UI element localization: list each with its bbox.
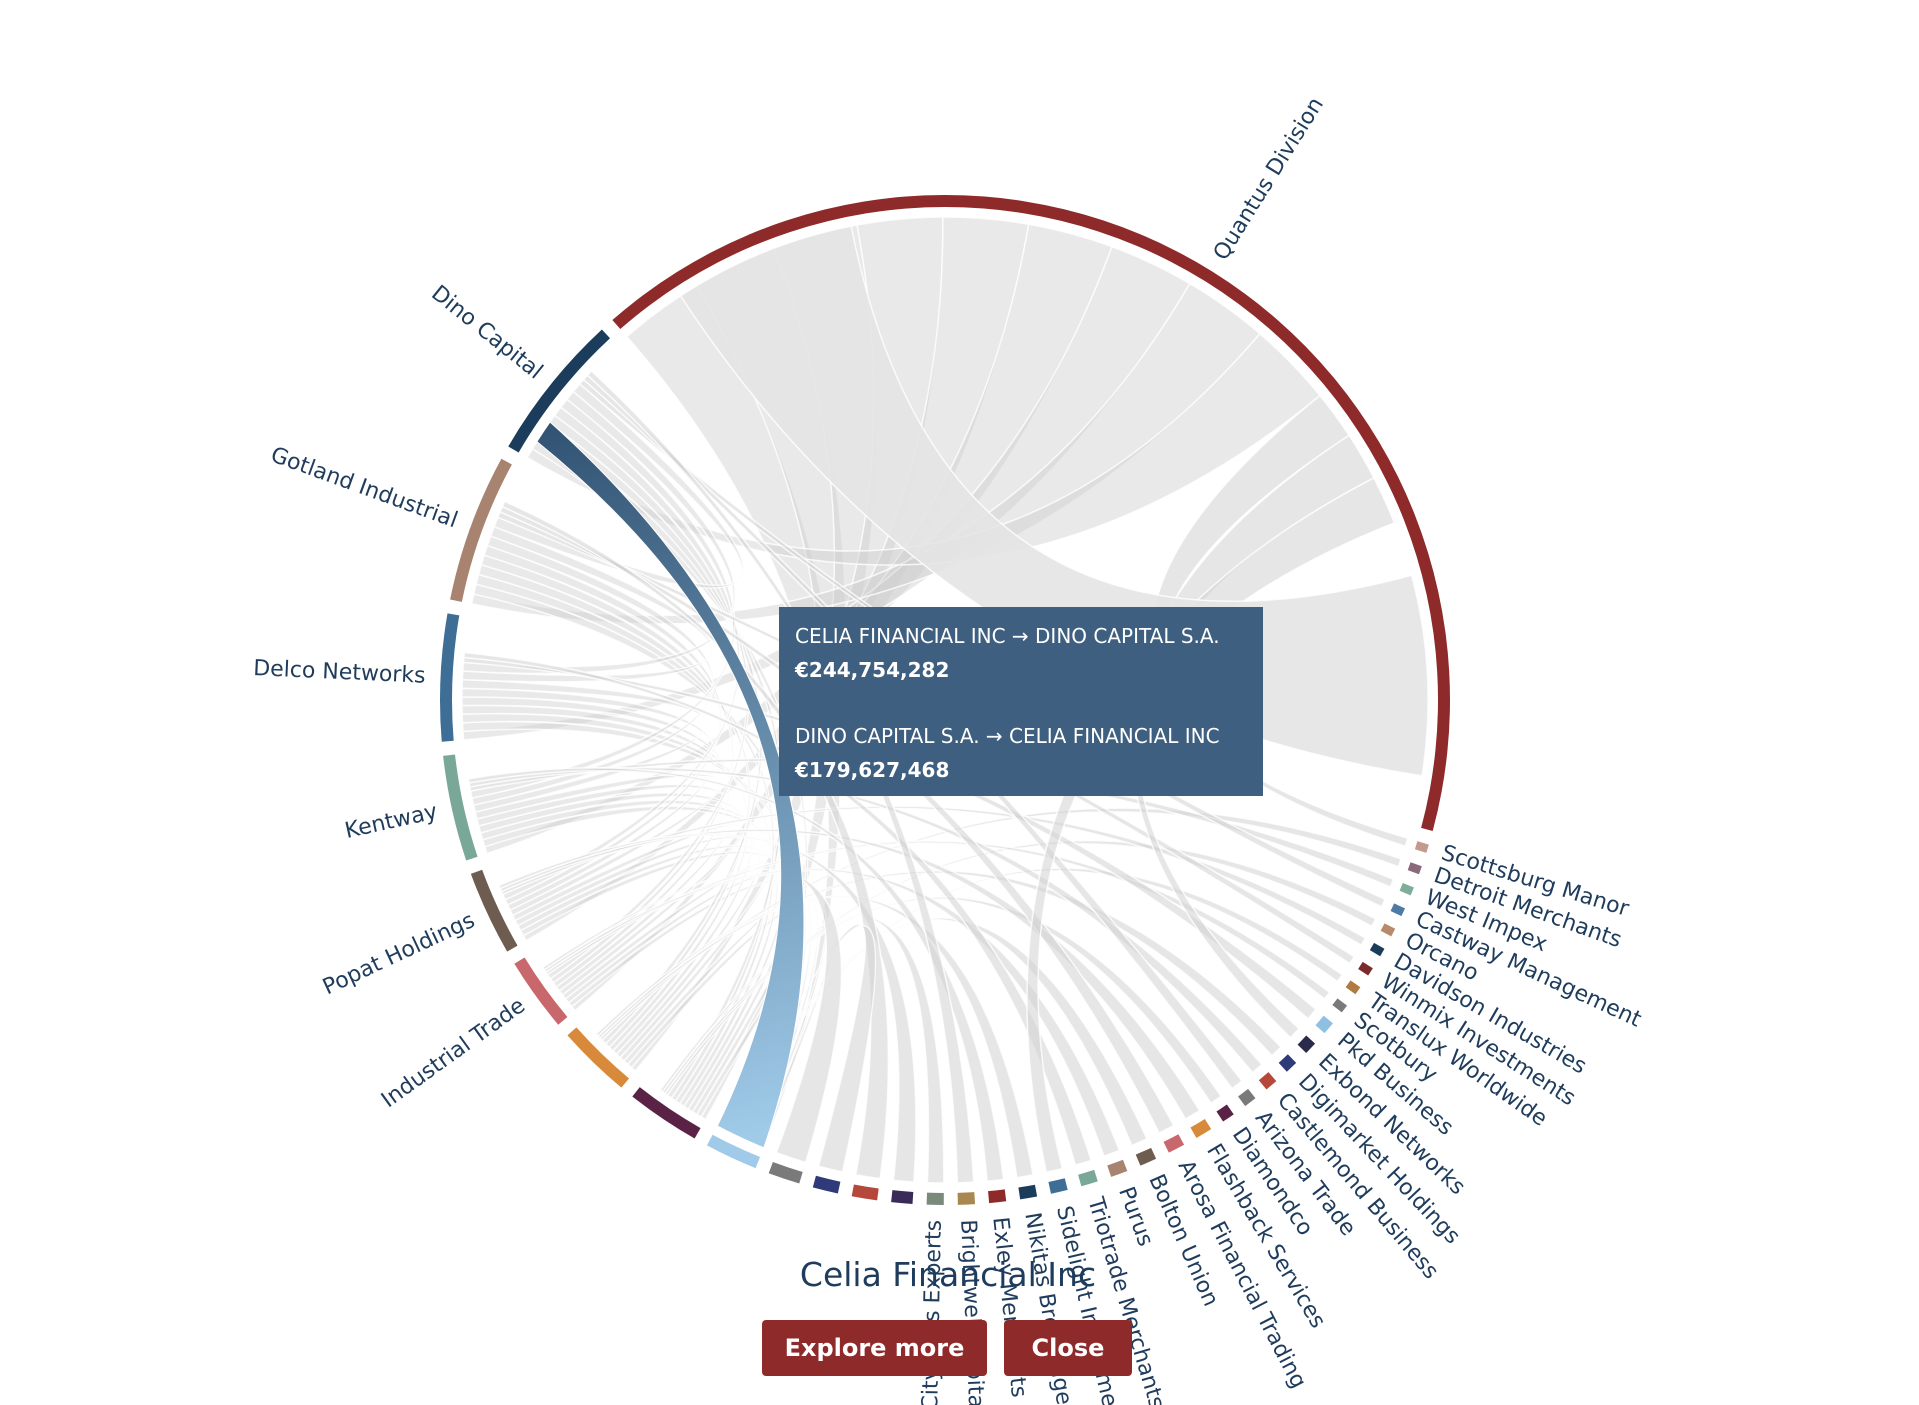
label-delco-networks: Delco Networks: [253, 656, 426, 689]
arc-industrial-trade[interactable]: [514, 957, 568, 1025]
chord-ribbon: [463, 651, 1093, 1166]
chord-ribbon: [499, 828, 1201, 1120]
label-quantus-division: Quantus Division: [1209, 93, 1329, 265]
arc-scotbury[interactable]: [1332, 998, 1348, 1013]
chord-ribbon: [561, 861, 772, 1062]
chord-ribbon: [586, 369, 975, 1184]
arc-brightwell-capital[interactable]: [957, 1192, 976, 1205]
label-gotland-industrial: Gotland Industrial: [267, 443, 460, 534]
explore-more-button[interactable]: Explore more: [762, 1320, 987, 1376]
arc-dino-capital[interactable]: [508, 329, 611, 453]
chord-ribbon: [511, 823, 743, 996]
label-industrial-trade: Industrial Trade: [377, 993, 530, 1113]
chord-ribbon: [469, 398, 736, 799]
arc-nikitas-brokerage[interactable]: [1018, 1184, 1038, 1200]
label-kentway: Kentway: [343, 799, 440, 844]
arc-exbond-networks[interactable]: [1297, 1035, 1316, 1053]
close-button[interactable]: Close: [1004, 1320, 1132, 1376]
arc-purus[interactable]: [1107, 1159, 1128, 1177]
label-brightwell-capital: Brightwell Capital: [955, 1219, 988, 1405]
arc-unlabeled[interactable]: [891, 1190, 914, 1204]
chord-ribbon: [461, 687, 717, 912]
arc-bolton-union[interactable]: [1135, 1147, 1157, 1166]
arc-exley-merchants[interactable]: [988, 1189, 1007, 1204]
arc-west-impex[interactable]: [1399, 883, 1414, 896]
arc-unlabeled[interactable]: [851, 1184, 879, 1201]
arc-arosa-financial-trading[interactable]: [1163, 1134, 1185, 1153]
arc-flashback-services[interactable]: [1190, 1118, 1212, 1138]
arc-pkd-business[interactable]: [1315, 1015, 1333, 1034]
arc-sidelight-investments[interactable]: [1048, 1178, 1068, 1194]
chord-ribbon: [467, 766, 1005, 1182]
chord-ribbon: [499, 505, 1175, 1134]
selected-entity-title: Celia Financial Inc: [799, 1255, 1097, 1294]
arc-celia-financial-inc[interactable]: [706, 1134, 761, 1169]
chord-ribbon: [541, 868, 843, 1164]
arc-gotland-industrial[interactable]: [450, 458, 512, 602]
tooltip-flow-2: DINO CAPITAL S.A. → CELIA FINANCIAL INC: [795, 724, 1220, 748]
tooltip-flow-1: CELIA FINANCIAL INC → DINO CAPITAL S.A.: [795, 624, 1220, 648]
entity-arcs: [440, 194, 1450, 1205]
label-citycross-experts: Citycross Experts: [918, 1220, 947, 1405]
arc-castway-management[interactable]: [1390, 903, 1406, 917]
chord-ribbon: [501, 406, 741, 901]
chord-ribbon: [597, 870, 1282, 1057]
chord-ribbon: [567, 879, 819, 1145]
flow-tooltip: CELIA FINANCIAL INC → DINO CAPITAL S.A. …: [779, 607, 1263, 796]
arc-kentway[interactable]: [443, 754, 478, 861]
label-dino-capital: Dino Capital: [426, 281, 547, 385]
arc-scottsburg-manor[interactable]: [1414, 841, 1429, 853]
flow-celia-dino[interactable]: [536, 421, 805, 1149]
chord-ribbon: [483, 544, 722, 906]
arc-winmix-investments[interactable]: [1358, 961, 1373, 976]
arc-unlabeled[interactable]: [812, 1175, 841, 1194]
chord-ribbon: [471, 535, 715, 806]
chord-ribbon: [475, 783, 735, 992]
arc-unlabeled[interactable]: [632, 1087, 701, 1139]
arc-unlabeled[interactable]: [567, 1027, 630, 1088]
arc-delco-networks[interactable]: [440, 613, 460, 742]
tooltip-amount-1: €244,754,282: [795, 658, 950, 682]
chord-ribbon: [522, 216, 1030, 942]
arc-digimarket-holdings[interactable]: [1278, 1054, 1297, 1072]
arc-translux-worldwide[interactable]: [1345, 980, 1361, 995]
arc-castlemond-business[interactable]: [1258, 1072, 1277, 1090]
arc-davidson-industries[interactable]: [1369, 942, 1385, 957]
arc-detroit-merchants[interactable]: [1407, 862, 1422, 875]
arc-citycross-experts[interactable]: [926, 1192, 944, 1205]
label-popat-holdings: Popat Holdings: [319, 908, 479, 1000]
arc-orcano[interactable]: [1380, 923, 1396, 937]
chord-ribbon: [461, 696, 731, 988]
chord-ribbon: [695, 914, 840, 1148]
arc-unlabeled[interactable]: [768, 1161, 803, 1184]
arc-diamondco[interactable]: [1216, 1104, 1234, 1122]
highlighted-flow: [536, 421, 805, 1149]
arc-arizona-trade[interactable]: [1238, 1088, 1256, 1107]
chord-ribbon: [462, 390, 736, 675]
tooltip-amount-2: €179,627,468: [795, 758, 950, 782]
arc-triotrade-merchants[interactable]: [1078, 1169, 1098, 1187]
chord-ribbon: [659, 915, 945, 1184]
chord-ribbon: [493, 382, 744, 589]
arc-popat-holdings[interactable]: [470, 869, 518, 952]
